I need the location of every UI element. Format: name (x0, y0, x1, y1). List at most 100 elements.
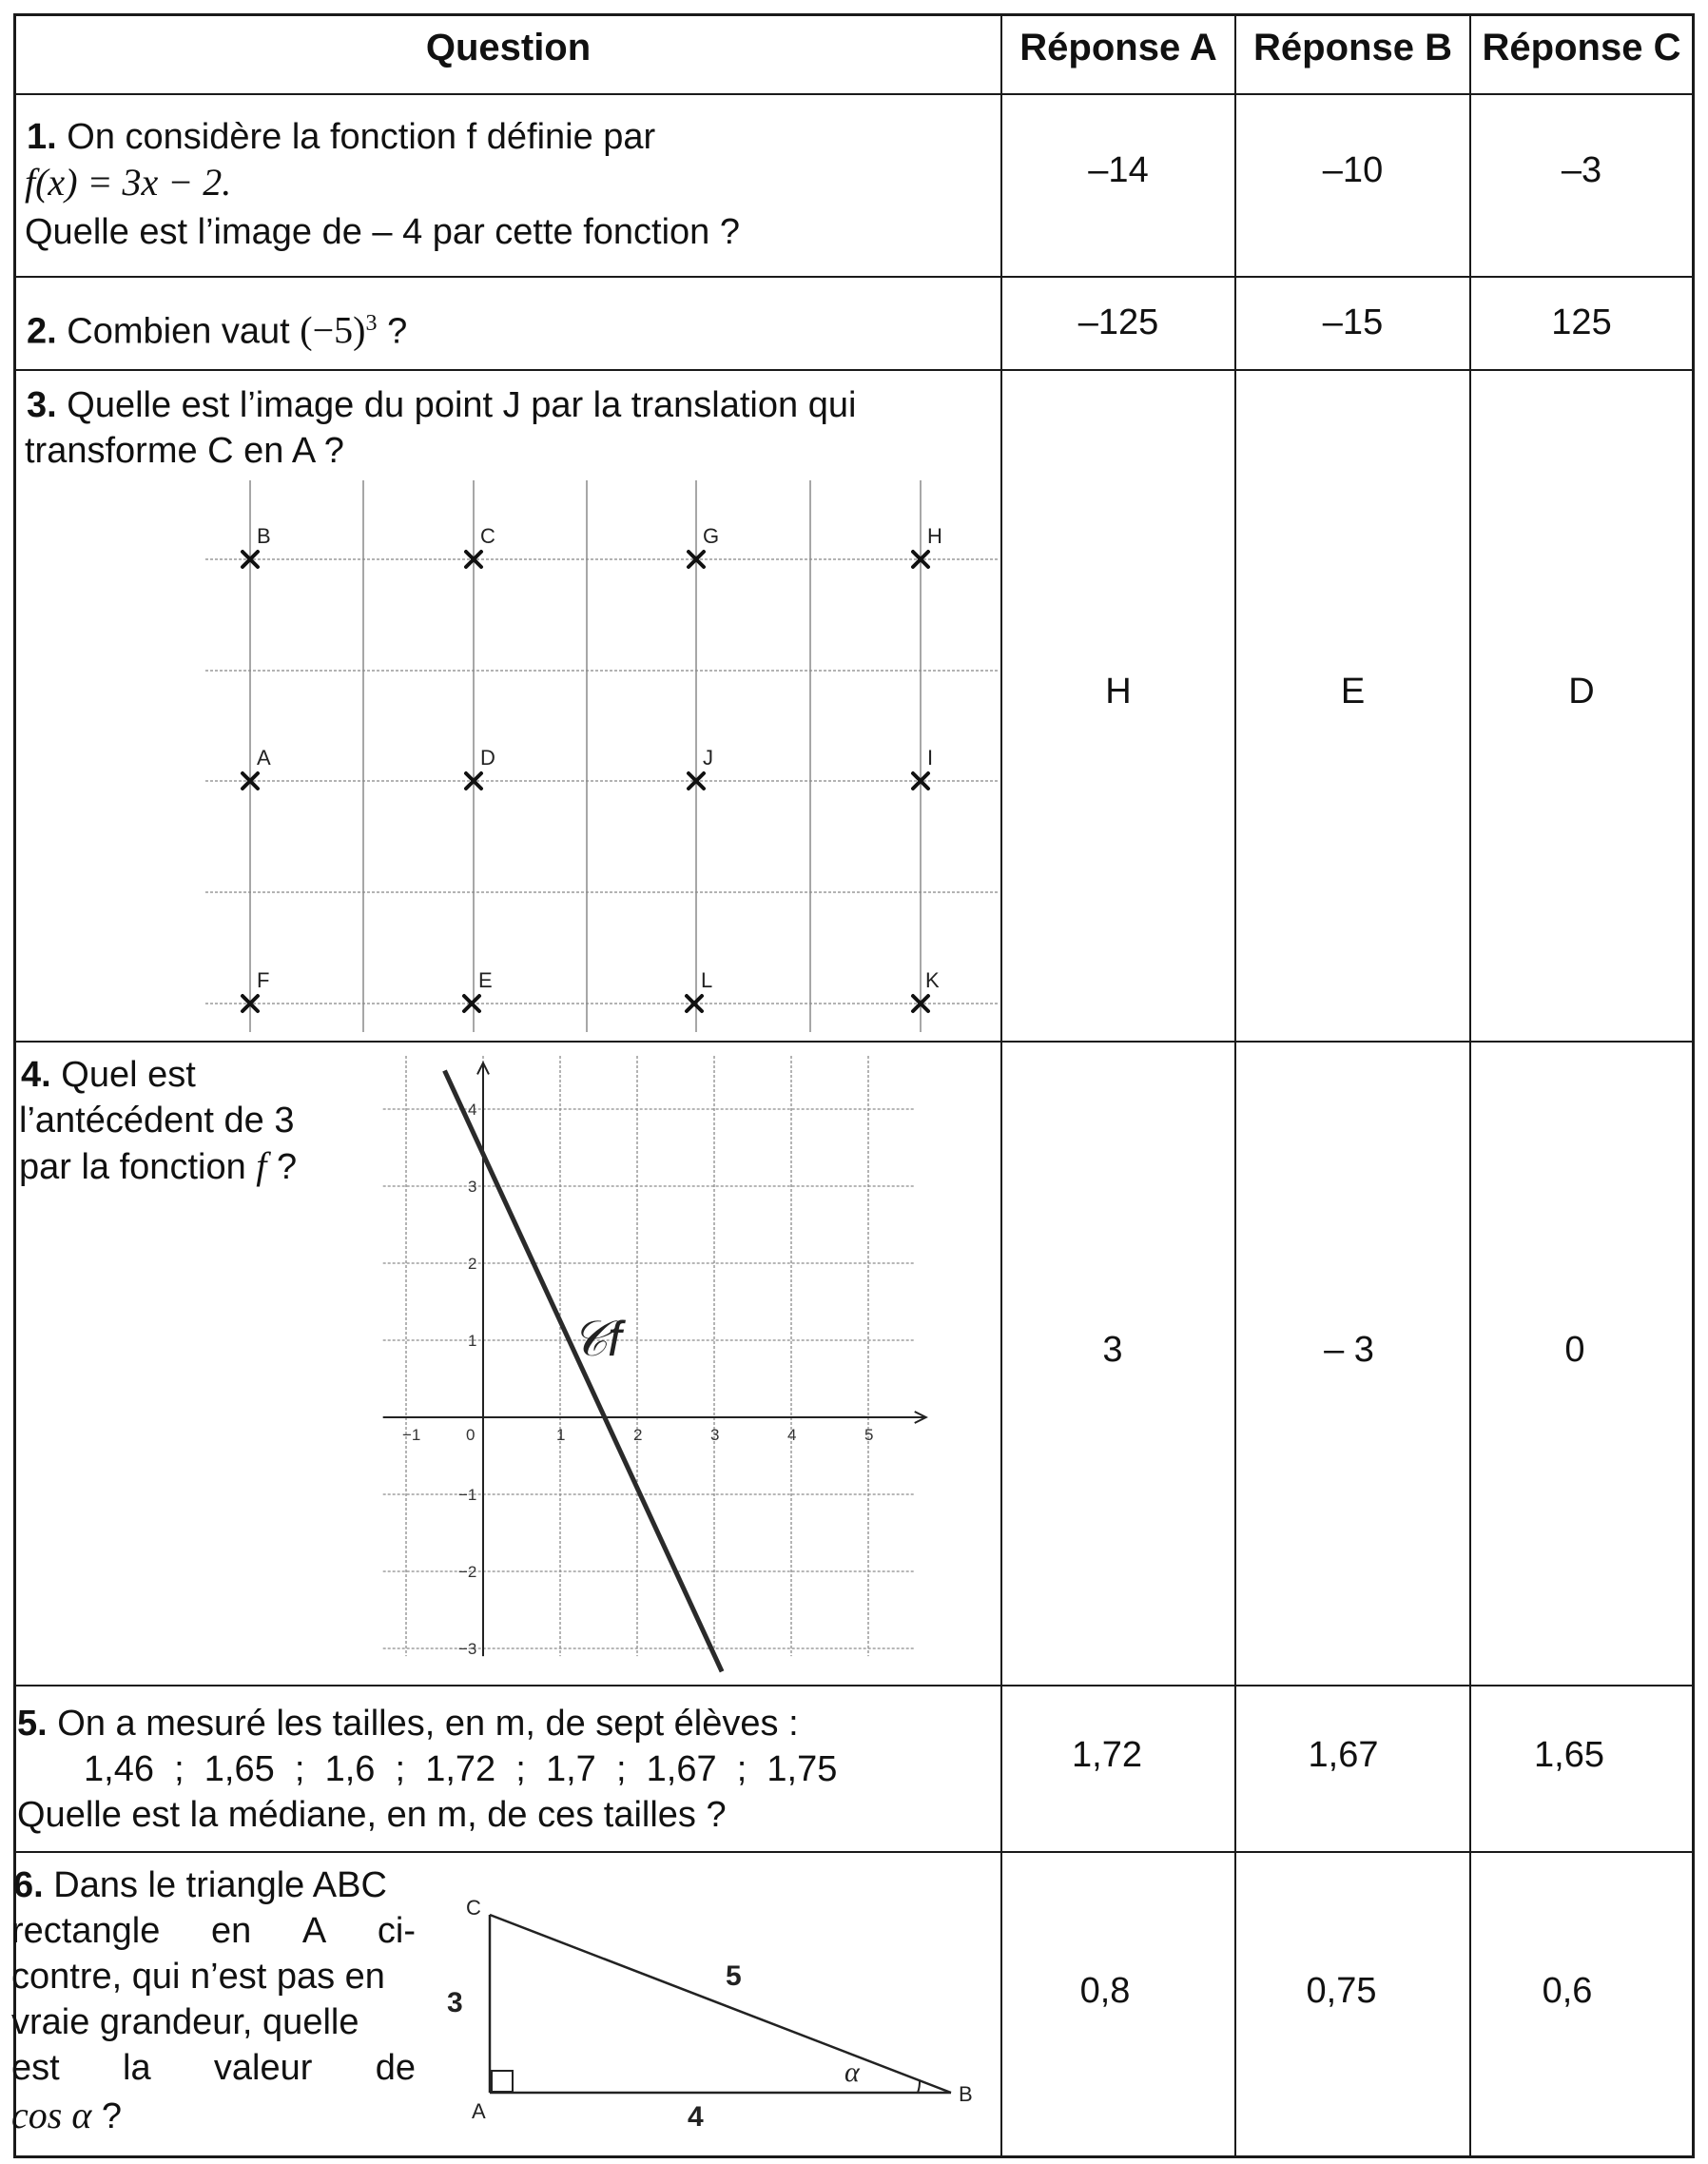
q6-word: A (301, 1911, 327, 1951)
x-tick-label: 1 (556, 1426, 565, 1444)
q1-answer-a: –14 (1088, 150, 1149, 190)
point-label-B: B (257, 524, 271, 548)
q6-text1: Dans le triangle ABC (53, 1865, 387, 1905)
x-tick-label: 0 (466, 1426, 475, 1444)
q6-line6: cos α ? (11, 2093, 122, 2139)
point-label-L: L (701, 968, 712, 992)
q5-value: 1,72 (425, 1749, 496, 1789)
q5-line3: Quelle est la médiane, en m, de ces tail… (17, 1795, 727, 1835)
q5-separator: ; (515, 1749, 526, 1789)
q5-value: 1,75 (767, 1749, 838, 1789)
point-label-J: J (703, 746, 713, 770)
q4-number: 4. (21, 1055, 51, 1095)
q3-text: Quelle est l’image du point J par la tra… (67, 385, 857, 425)
x-tick-label: −1 (402, 1426, 420, 1444)
column-divider-2 (1234, 13, 1236, 2158)
row-divider-5 (13, 1851, 1695, 1853)
q6-word: ci- (377, 1911, 416, 1951)
q5-answer-c: 1,65 (1534, 1735, 1604, 1775)
q2-answer-c: 125 (1551, 302, 1612, 342)
q6-word: valeur (213, 2048, 313, 2088)
y-tick-label: −3 (458, 1640, 476, 1658)
q6-triangle-figure: C A B 3 4 5 α (447, 1896, 973, 2133)
x-tick-label: 2 (633, 1426, 642, 1444)
q6-cos-alpha: cos α (11, 2094, 92, 2136)
q4-function-name: f (256, 1144, 267, 1187)
q6-word: est (11, 2048, 60, 2088)
side-label-ac: 3 (447, 1987, 463, 2018)
x-axis-arrow (914, 1411, 928, 1424)
y-axis-arrow (476, 1061, 490, 1075)
header-answer-a: Réponse A (1019, 27, 1217, 68)
header-answer-c: Réponse C (1482, 27, 1681, 68)
q5-value: 1,65 (204, 1749, 275, 1789)
q1-answer-c: –3 (1561, 150, 1602, 190)
q4-line2: l’antécédent de 3 (19, 1101, 295, 1140)
q2-text: Combien vaut (67, 311, 290, 352)
q5-answer-b: 1,67 (1308, 1735, 1379, 1775)
angle-arc (917, 2079, 922, 2094)
row-divider-1 (13, 276, 1695, 278)
q3-point-grid: B C G H A D J I F E L K (205, 480, 999, 1032)
q1-line3: Quelle est l’image de – 4 par cette fonc… (25, 212, 741, 252)
q4-function-graph: −1 0 1 2 3 4 5 4 3 2 1 −1 −2 −3 𝒞f (382, 1056, 928, 1673)
q4-question-mark: ? (276, 1147, 298, 1187)
q2-answer-a: –125 (1077, 302, 1159, 342)
q3-line1: 3. Quelle est l’image du point J par la … (27, 382, 856, 428)
table-border-bottom (13, 2155, 1695, 2158)
q6-word: la (123, 2048, 151, 2088)
q4-line3: par la fonction f ? (19, 1143, 297, 1190)
q2-expression: (−5) (300, 308, 366, 352)
q4-line1: 4. Quel est (21, 1052, 196, 1098)
q4-text1: Quel est (61, 1055, 196, 1095)
q3-answer-a: H (1105, 672, 1132, 712)
point-label-F: F (257, 968, 269, 992)
q1-answer-b: –10 (1322, 150, 1384, 190)
table-border-left (13, 13, 16, 2158)
q1-line1: 1. On considère la fonction f définie pa… (27, 114, 655, 160)
y-tick-label: 3 (468, 1178, 476, 1196)
q1-text: On considère la fonction f définie par (67, 117, 656, 157)
x-tick-label: 4 (787, 1426, 796, 1444)
q2-question-mark: ? (387, 311, 408, 352)
q4-answer-b: – 3 (1324, 1330, 1374, 1370)
function-line (442, 1069, 725, 1673)
q6-line5: est la valeur de (11, 2045, 416, 2091)
q6-word: de (375, 2048, 416, 2088)
column-divider-1 (1000, 13, 1002, 2158)
curve-label: 𝒞f (572, 1312, 626, 1367)
q5-separator: ; (615, 1749, 627, 1789)
q5-values: 1,46 ; 1,65 ; 1,6 ; 1,72 ; 1,7 ; 1,67 ; … (84, 1746, 837, 1792)
y-tick-label: −1 (458, 1486, 476, 1504)
point-label-H: H (927, 524, 942, 548)
side-label-ab: 4 (688, 2101, 704, 2133)
q5-separator: ; (395, 1749, 406, 1789)
point-label-I: I (927, 746, 933, 770)
point-label-D: D (480, 746, 495, 770)
q5-separator: ; (174, 1749, 184, 1789)
point-label-K: K (925, 968, 940, 992)
row-divider-header (13, 93, 1695, 95)
q5-number: 5. (17, 1704, 48, 1744)
table-border-top (13, 13, 1695, 16)
q5-separator: ; (736, 1749, 747, 1789)
table-border-right (1692, 13, 1695, 2158)
q6-answer-a: 0,8 (1079, 1971, 1131, 2011)
q3-answer-b: E (1340, 672, 1366, 712)
q4-text3: par la fonction (19, 1147, 246, 1187)
q6-answer-c: 0,6 (1542, 1971, 1593, 2011)
q6-line1: 6. Dans le triangle ABC (13, 1862, 387, 1908)
q2-exponent: 3 (365, 311, 378, 336)
point-label-A: A (257, 746, 271, 770)
q5-value: 1,7 (545, 1749, 596, 1789)
q3-line2: transforme C en A ? (25, 431, 344, 471)
row-divider-3 (13, 1041, 1695, 1043)
angle-label-alpha: α (844, 2057, 861, 2088)
point-label-C: C (480, 524, 495, 548)
vertex-label-C: C (466, 1896, 481, 1920)
row-divider-4 (13, 1685, 1695, 1686)
q4-answer-c: 0 (1564, 1330, 1585, 1370)
row-divider-2 (13, 369, 1695, 371)
q6-question-mark: ? (101, 2096, 123, 2136)
